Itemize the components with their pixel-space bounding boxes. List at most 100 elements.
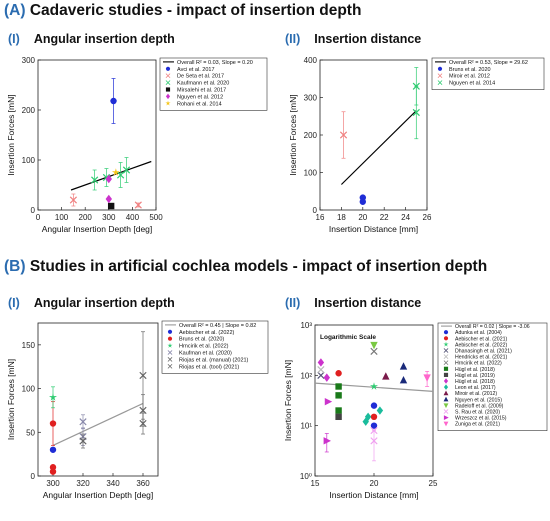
legend-entry: Nguyen et al. (2015): [455, 397, 502, 403]
data-points: [49, 331, 147, 475]
panel-a1-title: (I) Angular insertion depth: [8, 32, 175, 46]
legend-entry: Hügl et al. (2018): [455, 367, 495, 373]
legend-marker: [443, 366, 449, 371]
data-point: [362, 417, 369, 426]
data-point: [116, 171, 125, 179]
legend-marker: [437, 80, 443, 85]
y-tick-label: 0: [31, 472, 36, 481]
y-tick-label: 10¹: [300, 422, 312, 431]
x-axis-label: Angular Insertion Depth [deg]: [42, 224, 153, 234]
data-point: [376, 406, 384, 415]
data-point: [339, 131, 348, 139]
legend-entry: Kaufman et al. (2020): [179, 351, 232, 357]
legend-entry: De Seta et al. 2017: [177, 74, 224, 80]
y-tick-label: 300: [22, 56, 36, 65]
y-tick-label: 200: [304, 131, 318, 140]
data-point: [323, 373, 330, 382]
legend-marker: [167, 363, 173, 369]
legend-marker: [437, 66, 443, 71]
y-tick-label: 300: [304, 94, 318, 103]
data-point: [110, 97, 117, 105]
legend-marker: [443, 415, 449, 421]
x-tick-label: 300: [46, 479, 60, 488]
data-point: [370, 341, 378, 350]
legend-entry: Dhanasingh et al. (2021): [455, 349, 512, 355]
data-point: [317, 365, 325, 374]
legend-entry: Aebischer et al. (2022): [179, 330, 235, 336]
legend-marker-group: [443, 341, 449, 347]
data-point: [335, 413, 342, 421]
panel-b2-title: (II) Insertion distance: [285, 296, 421, 310]
panel-a1-text: Angular insertion depth: [33, 32, 175, 46]
data-point: [317, 371, 325, 379]
plot-area: [37, 59, 157, 211]
legend-marker-group: [443, 360, 449, 366]
x-tick-label: 24: [401, 213, 410, 222]
legend-marker: [443, 341, 449, 347]
x-tick-label: 100: [55, 213, 69, 222]
legend-entry: Miroir et al. 2012: [449, 74, 490, 80]
section-b-tag: (B): [4, 258, 26, 275]
data-point: [49, 446, 57, 453]
data-point: [49, 393, 57, 401]
x-tick-label: 20: [370, 479, 379, 488]
legend-marker-group: [167, 329, 173, 334]
legend-marker: [167, 350, 173, 355]
legend-marker-group: [443, 396, 449, 402]
legend-marker: [443, 403, 449, 409]
y-tick-label: 50: [26, 428, 35, 437]
data-points: [69, 78, 142, 210]
data-point: [370, 382, 378, 390]
legend-marker-group: [443, 384, 449, 390]
legend-entry: Rohani et al. 2014: [177, 101, 222, 107]
legend-entry: Miroir et al. (2012): [455, 391, 497, 397]
x-tick-label: 300: [102, 213, 116, 222]
legend-entry: Bruns et al. (2020): [179, 337, 224, 343]
legend-fit-label: Overall R² = 0.53, Slope = 29.62: [449, 60, 528, 66]
data-point: [370, 347, 378, 355]
legend-marker-group: [443, 372, 449, 377]
legend-marker: [443, 378, 449, 384]
panel-b2-roman: (II): [285, 296, 301, 310]
section-b-text: Studies in artificial cochlea models - i…: [29, 258, 488, 275]
fit-line: [52, 402, 144, 446]
legend-marker-group: [167, 336, 173, 341]
legend-marker-group: [437, 80, 443, 85]
legend-box: [431, 57, 545, 90]
legend-marker-group: [165, 80, 171, 85]
data-point: [134, 201, 142, 209]
data-point: [107, 202, 115, 210]
legend-marker: [443, 421, 449, 427]
legend-marker: [443, 348, 449, 353]
data-point: [399, 376, 408, 384]
legend-marker: [443, 384, 449, 390]
legend-marker: [165, 87, 171, 92]
legend-marker: [443, 372, 449, 377]
data-point: [370, 437, 378, 445]
legend-entry: Adunka et al. (2004): [455, 330, 502, 336]
y-axis-label: Insertion Forces [mN]: [6, 94, 16, 175]
data-point: [79, 418, 87, 426]
legend-marker-group: [443, 421, 449, 427]
x-tick-label: 400: [126, 213, 140, 222]
legend-marker: [167, 336, 173, 341]
legend-entry: Hendricks et al. (2021): [455, 355, 507, 361]
x-tick-label: 500: [149, 213, 163, 222]
legend-marker-group: [443, 348, 449, 353]
legend-entry: Nguyen et al. 2012: [177, 94, 223, 100]
y-axis-label: Insertion Forces [mN]: [288, 94, 298, 175]
x-axis-label: Angular Insertion Depth [deg]: [43, 490, 154, 500]
legend-marker: [165, 80, 171, 85]
scale-annotation: Logarithmic Scale: [320, 334, 376, 341]
legend-marker: [443, 336, 449, 341]
plot-area: [319, 59, 428, 211]
legend-marker: [443, 354, 449, 359]
data-point: [412, 108, 420, 117]
x-tick-label: 200: [79, 213, 93, 222]
legend-marker: [443, 330, 449, 335]
section-a-text: Cadaveric studies - impact of insertion …: [29, 2, 362, 19]
data-point: [399, 362, 408, 370]
data-point: [49, 420, 57, 427]
y-tick-label: 0: [313, 206, 318, 215]
